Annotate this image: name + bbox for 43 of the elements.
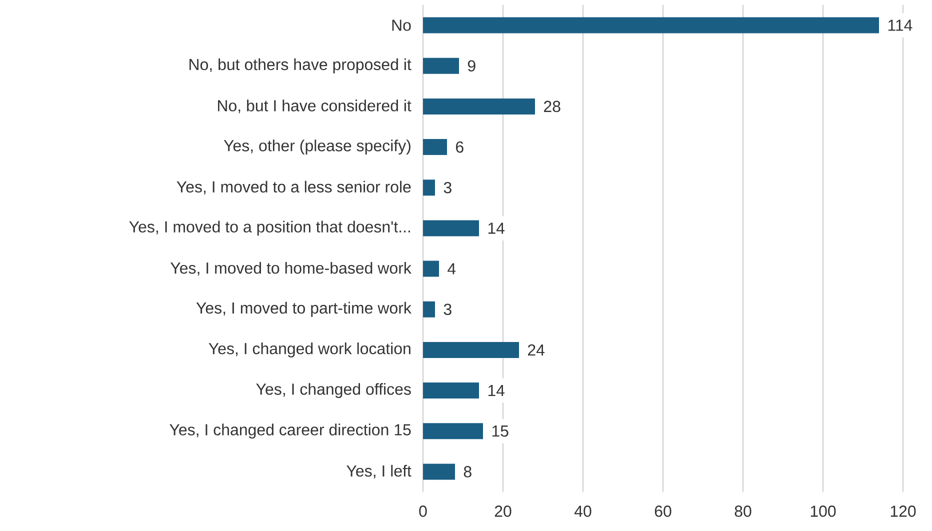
data-label: 3	[444, 304, 452, 316]
y-tick-label: Yes, I moved to part-time work	[196, 302, 412, 317]
data-label: 14	[488, 385, 505, 396]
data-label: 24	[528, 344, 545, 356]
y-tick-label: Yes, I changed offices	[256, 383, 411, 398]
bar	[423, 139, 447, 156]
bar	[423, 464, 455, 480]
y-tick-label: Yes, I moved to home-based work	[170, 262, 412, 276]
x-tick-label: 100	[810, 506, 836, 517]
y-tick-label: No, but I have considered it	[218, 100, 412, 114]
bar	[423, 423, 484, 440]
bar	[423, 301, 435, 318]
bar	[423, 180, 435, 196]
x-tick-label: 80	[734, 506, 752, 517]
y-tick-label: Yes, other (please specify)	[224, 140, 410, 155]
bar	[423, 98, 535, 114]
data-label: 4	[448, 263, 456, 274]
y-tick-label: No, but others have proposed it	[190, 58, 412, 74]
x-tick-label: 20	[494, 506, 512, 517]
x-tick-label: 0	[419, 506, 427, 517]
data-label: 8	[464, 466, 472, 478]
x-tick-label: 60	[654, 506, 672, 517]
data-label: 28	[544, 100, 560, 112]
x-tick-label: 120	[890, 506, 916, 517]
y-tick-label: Yes, I changed work location	[208, 342, 410, 358]
data-label: 14	[488, 222, 505, 234]
y-tick-label: Yes, I left	[346, 464, 412, 479]
bar	[423, 342, 519, 358]
y-tick-label: Yes, I moved to a less senior role	[176, 180, 411, 194]
bar	[423, 58, 459, 74]
y-tick-label: No	[392, 20, 411, 31]
data-label: 15	[492, 426, 508, 437]
bar	[423, 260, 440, 277]
data-label: 9	[468, 60, 476, 72]
data-label: 3	[444, 182, 452, 194]
bar	[423, 382, 479, 399]
data-label: 114	[888, 20, 912, 31]
y-tick-label: Yes, I changed career direction 15	[170, 424, 411, 439]
data-label: 6	[456, 141, 464, 153]
bar	[423, 17, 880, 34]
bar	[423, 220, 479, 236]
x-tick-label: 40	[574, 506, 592, 517]
y-tick-label: Yes, I moved to a position that doesn't...	[129, 220, 410, 236]
